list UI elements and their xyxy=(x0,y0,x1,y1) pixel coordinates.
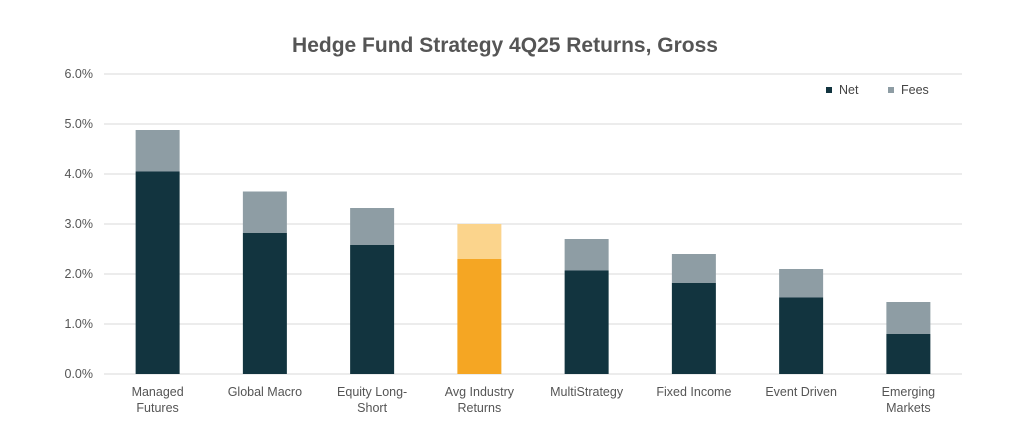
bar-fees xyxy=(457,224,502,259)
category-label-line: Global Macro xyxy=(228,385,302,399)
bar-fees xyxy=(886,302,931,334)
y-tick-label: 1.0% xyxy=(65,317,94,331)
y-tick-label: 2.0% xyxy=(65,267,94,281)
category-label-line: Avg Industry xyxy=(445,385,515,399)
category-label: Fixed Income xyxy=(656,385,731,399)
category-label: Managed Futures xyxy=(132,385,184,415)
y-tick-label: 5.0% xyxy=(65,117,94,131)
category-label: Emerging Markets xyxy=(882,385,936,415)
bar-fees xyxy=(350,208,395,245)
bar-net xyxy=(135,171,180,374)
category-label-line: MultiStrategy xyxy=(550,385,624,399)
bar-net xyxy=(564,270,609,374)
legend-swatch-net xyxy=(826,87,832,93)
y-tick-label: 0.0% xyxy=(65,367,94,381)
category-labels: Managed Futures Global Macro Equity Long- Sh… xyxy=(132,385,936,415)
category-label: MultiStrategy xyxy=(550,385,624,399)
gridlines xyxy=(104,73,962,375)
category-label-line: Fixed Income xyxy=(656,385,731,399)
bar-net xyxy=(350,245,395,374)
bar-net xyxy=(671,283,716,374)
bar-net xyxy=(457,259,502,374)
category-label: Global Macro xyxy=(228,385,302,399)
bar-fees xyxy=(242,191,287,233)
category-label: Equity Long- Short xyxy=(337,385,407,415)
y-tick-label: 3.0% xyxy=(65,217,94,231)
bar-fees xyxy=(779,269,824,298)
category-label: Event Driven xyxy=(765,385,837,399)
category-label-line: Event Driven xyxy=(765,385,837,399)
bar-net xyxy=(242,233,287,374)
category-label-line: Managed xyxy=(132,385,184,399)
y-tick-label: 4.0% xyxy=(65,167,94,181)
category-label-line: Emerging xyxy=(882,385,936,399)
bar-net xyxy=(886,334,931,374)
chart-title: Hedge Fund Strategy 4Q25 Returns, Gross xyxy=(292,34,718,57)
bars xyxy=(135,130,931,374)
bar-fees xyxy=(671,254,716,283)
y-axis-ticks: 0.0% 1.0% 2.0% 3.0% 4.0% 5.0% 6.0% xyxy=(65,67,94,381)
bar-fees xyxy=(135,130,180,172)
category-label-line: Short xyxy=(357,401,387,415)
legend-swatch-fees xyxy=(888,87,894,93)
legend-label-fees: Fees xyxy=(901,83,929,97)
bar-net xyxy=(779,297,824,374)
category-label-line: Markets xyxy=(886,401,930,415)
category-label-line: Equity Long- xyxy=(337,385,407,399)
bar-fees xyxy=(564,239,609,271)
category-label-line: Returns xyxy=(457,401,501,415)
y-tick-label: 6.0% xyxy=(65,67,94,81)
category-label: Avg Industry Returns xyxy=(445,385,515,415)
category-label-line: Futures xyxy=(136,401,178,415)
legend-label-net: Net xyxy=(839,83,859,97)
legend: Net Fees xyxy=(826,83,929,97)
